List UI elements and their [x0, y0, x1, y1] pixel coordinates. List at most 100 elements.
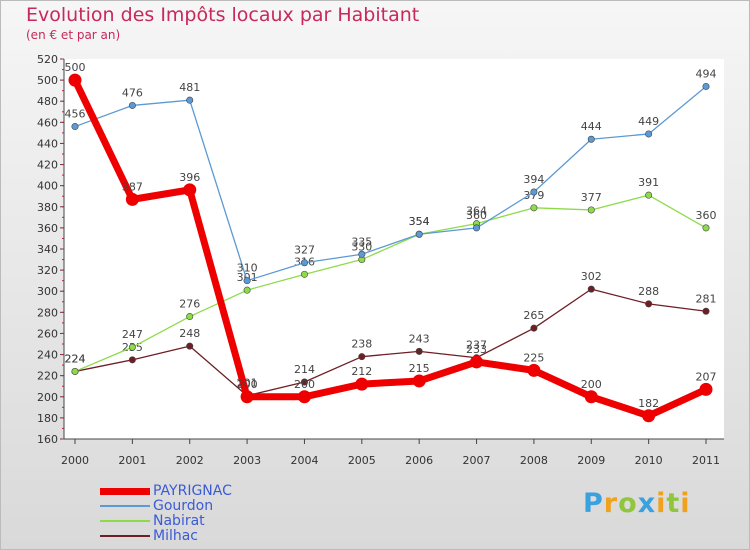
- y-axis: 160 180 200 220 240 260 280 300 320 340 360 380 400 4…: [37, 53, 65, 446]
- chart-title: Evolution des Impôts locaux par Habitant: [26, 4, 420, 26]
- y-tick-label: 440: [37, 137, 58, 150]
- data-label: 200: [237, 378, 258, 391]
- data-point: [702, 307, 710, 315]
- y-tick-label: 420: [37, 159, 58, 172]
- data-label: 494: [696, 67, 717, 80]
- x-tick-label: 2000: [61, 454, 89, 467]
- data-point: [530, 204, 538, 212]
- data-label: 456: [65, 108, 86, 121]
- data-point: [186, 313, 194, 321]
- y-tick-label: 360: [37, 222, 58, 235]
- data-label: 360: [696, 209, 717, 222]
- logo-letter: r: [603, 488, 619, 519]
- data-point: [71, 123, 79, 131]
- data-point: [584, 390, 598, 404]
- data-point: [645, 130, 653, 138]
- data-label: 377: [581, 191, 602, 204]
- data-label: 281: [696, 292, 717, 305]
- data-label: 481: [179, 81, 200, 94]
- data-label: 247: [122, 328, 143, 341]
- data-point: [412, 374, 426, 388]
- series-gourdon: 456 476 481 310 327 335 354 360 394 444 449 494: [65, 67, 717, 285]
- data-point: [128, 356, 136, 364]
- chart-subtitle: (en € et par an): [26, 28, 121, 42]
- data-label: 225: [523, 351, 544, 364]
- y-tick-label: 280: [37, 306, 58, 319]
- data-point: [645, 191, 653, 199]
- y-tick-label: 260: [37, 327, 58, 340]
- data-label: 215: [409, 362, 430, 375]
- data-point: [587, 206, 595, 214]
- data-label: 396: [179, 171, 200, 184]
- x-tick-label: 2005: [348, 454, 376, 467]
- data-point: [297, 390, 311, 404]
- data-point: [240, 390, 254, 404]
- data-label: 327: [294, 244, 315, 257]
- logo-letter: x: [637, 488, 657, 519]
- data-label: 335: [351, 235, 372, 248]
- data-point: [473, 224, 481, 232]
- x-tick-label: 2001: [118, 454, 146, 467]
- data-point: [243, 277, 251, 285]
- data-label: 243: [409, 332, 430, 345]
- proxiti-logo: Proxiti: [583, 488, 691, 519]
- series-payrignac: 500 387 396 200 200 212 215 233 225 200 182 207: [65, 61, 717, 423]
- data-label: 391: [638, 176, 659, 189]
- data-label: 394: [523, 173, 544, 186]
- data-label: 237: [466, 339, 487, 352]
- y-tick-label: 180: [37, 412, 58, 425]
- y-tick-label: 380: [37, 201, 58, 214]
- logo-letter: i: [680, 488, 691, 519]
- data-label: 212: [351, 365, 372, 378]
- data-label: 354: [409, 215, 430, 228]
- x-tick-label: 2002: [176, 454, 204, 467]
- y-tick-label: 220: [37, 370, 58, 383]
- legend-swatch: [100, 520, 150, 522]
- data-label: 354: [409, 215, 430, 228]
- data-point: [300, 270, 308, 278]
- series-milhac: 224235248201214238243237265302288281: [65, 270, 717, 400]
- data-label: 330: [351, 241, 372, 254]
- data-point: [71, 367, 79, 375]
- legend-label: Milhac: [153, 528, 199, 544]
- data-point: [530, 324, 538, 332]
- data-label: 302: [581, 270, 602, 283]
- data-label: 238: [351, 338, 372, 351]
- x-tick-label: 2003: [233, 454, 261, 467]
- legend-swatch: [100, 505, 150, 507]
- data-label: 500: [65, 61, 86, 74]
- plot-area: [64, 59, 724, 439]
- data-point: [527, 363, 541, 377]
- x-axis: 2000 2001 2002 2003 2004 2005 2006 2007 2008 2009…: [61, 438, 724, 467]
- data-point: [699, 382, 713, 396]
- x-tick-label: 2009: [577, 454, 605, 467]
- data-label: 360: [466, 209, 487, 222]
- data-point: [702, 224, 710, 232]
- data-label: 200: [294, 378, 315, 391]
- data-point: [415, 230, 423, 238]
- data-point: [358, 250, 366, 258]
- data-point: [642, 409, 656, 423]
- data-point: [186, 342, 194, 350]
- logo-letter: o: [618, 488, 638, 519]
- y-tick-label: 320: [37, 264, 58, 277]
- y-tick-label: 460: [37, 116, 58, 129]
- y-tick-label: 300: [37, 285, 58, 298]
- data-point: [183, 183, 197, 197]
- logo-letter: t: [666, 488, 681, 519]
- data-label: 214: [294, 363, 315, 376]
- data-point: [645, 300, 653, 308]
- data-point: [470, 355, 484, 369]
- logo-letter: P: [583, 488, 604, 519]
- data-label: 310: [237, 262, 258, 275]
- data-label: 248: [179, 327, 200, 340]
- legend-swatch: [100, 535, 150, 537]
- logo-letter: i: [656, 488, 667, 519]
- legend-label: Nabirat: [153, 513, 205, 529]
- y-tick-label: 240: [37, 349, 58, 362]
- data-point: [300, 259, 308, 267]
- y-tick-label: 480: [37, 95, 58, 108]
- series-nabirat: 224247276301316330354364379377391360: [65, 176, 717, 375]
- data-point: [128, 343, 136, 351]
- data-point: [68, 73, 82, 87]
